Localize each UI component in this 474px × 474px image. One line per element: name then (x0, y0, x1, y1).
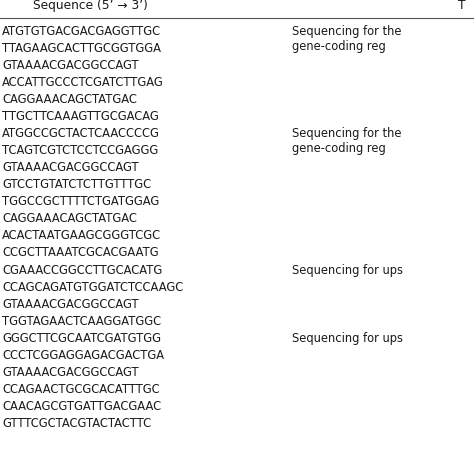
Text: GTAAAACGACGGCCAGT: GTAAAACGACGGCCAGT (2, 366, 139, 379)
Text: Sequencing for ups: Sequencing for ups (292, 332, 402, 345)
Text: GTAAAACGACGGCCAGT: GTAAAACGACGGCCAGT (2, 59, 139, 72)
Text: Sequencing for ups: Sequencing for ups (292, 264, 402, 276)
Text: GTTTCGCTACGTACTACTTC: GTTTCGCTACGTACTACTTC (2, 417, 152, 430)
Text: ATGGCCGCTACTCAACCCCG: ATGGCCGCTACTCAACCCCG (2, 127, 160, 140)
Text: Sequence (5’ → 3’): Sequence (5’ → 3’) (33, 0, 147, 12)
Text: CAGGAAACAGCTATGAC: CAGGAAACAGCTATGAC (2, 212, 137, 225)
Text: CCGCTTAAATCGCACGAATG: CCGCTTAAATCGCACGAATG (2, 246, 159, 259)
Text: GGGCTTCGCAATCGATGTGG: GGGCTTCGCAATCGATGTGG (2, 332, 161, 345)
Text: CAGGAAACAGCTATGAC: CAGGAAACAGCTATGAC (2, 93, 137, 106)
Text: CCAGAACTGCGCACATTTGC: CCAGAACTGCGCACATTTGC (2, 383, 160, 396)
Text: TGGTAGAACTCAAGGATGGC: TGGTAGAACTCAAGGATGGC (2, 315, 162, 328)
Text: CAACAGCGTGATTGACGAAC: CAACAGCGTGATTGACGAAC (2, 400, 162, 413)
Text: GTAAAACGACGGCCAGT: GTAAAACGACGGCCAGT (2, 161, 139, 174)
Text: ACCATTGCCCTCGATCTTGAG: ACCATTGCCCTCGATCTTGAG (2, 76, 164, 89)
Text: CCAGCAGATGTGGATCTCCAAGC: CCAGCAGATGTGGATCTCCAAGC (2, 281, 183, 293)
Text: TTAGAAGCACTTGCGGTGGA: TTAGAAGCACTTGCGGTGGA (2, 42, 161, 55)
Text: TGGCCGCTTTTCTGATGGAG: TGGCCGCTTTTCTGATGGAG (2, 195, 160, 208)
Text: TCAGTCGTCTCCTCCGAGGG: TCAGTCGTCTCCTCCGAGGG (2, 144, 159, 157)
Text: TTGCTTCAAAGTTGCGACAG: TTGCTTCAAAGTTGCGACAG (2, 110, 159, 123)
Text: CCCTCGGAGGAGACGACTGA: CCCTCGGAGGAGACGACTGA (2, 349, 164, 362)
Text: CGAAACCGGCCTTGCACATG: CGAAACCGGCCTTGCACATG (2, 264, 163, 276)
Text: GTAAAACGACGGCCAGT: GTAAAACGACGGCCAGT (2, 298, 139, 310)
Text: ATGTGTGACGACGAGGTTGC: ATGTGTGACGACGAGGTTGC (2, 25, 162, 37)
Text: Sequencing for the
gene-coding reg: Sequencing for the gene-coding reg (292, 127, 401, 155)
Text: ACACTAATGAAGCGGGTCGC: ACACTAATGAAGCGGGTCGC (2, 229, 162, 242)
Text: T: T (458, 0, 466, 12)
Text: GTCCTGTATCTCTTGTTTGC: GTCCTGTATCTCTTGTTTGC (2, 178, 152, 191)
Text: Sequencing for the
gene-coding reg: Sequencing for the gene-coding reg (292, 25, 401, 53)
